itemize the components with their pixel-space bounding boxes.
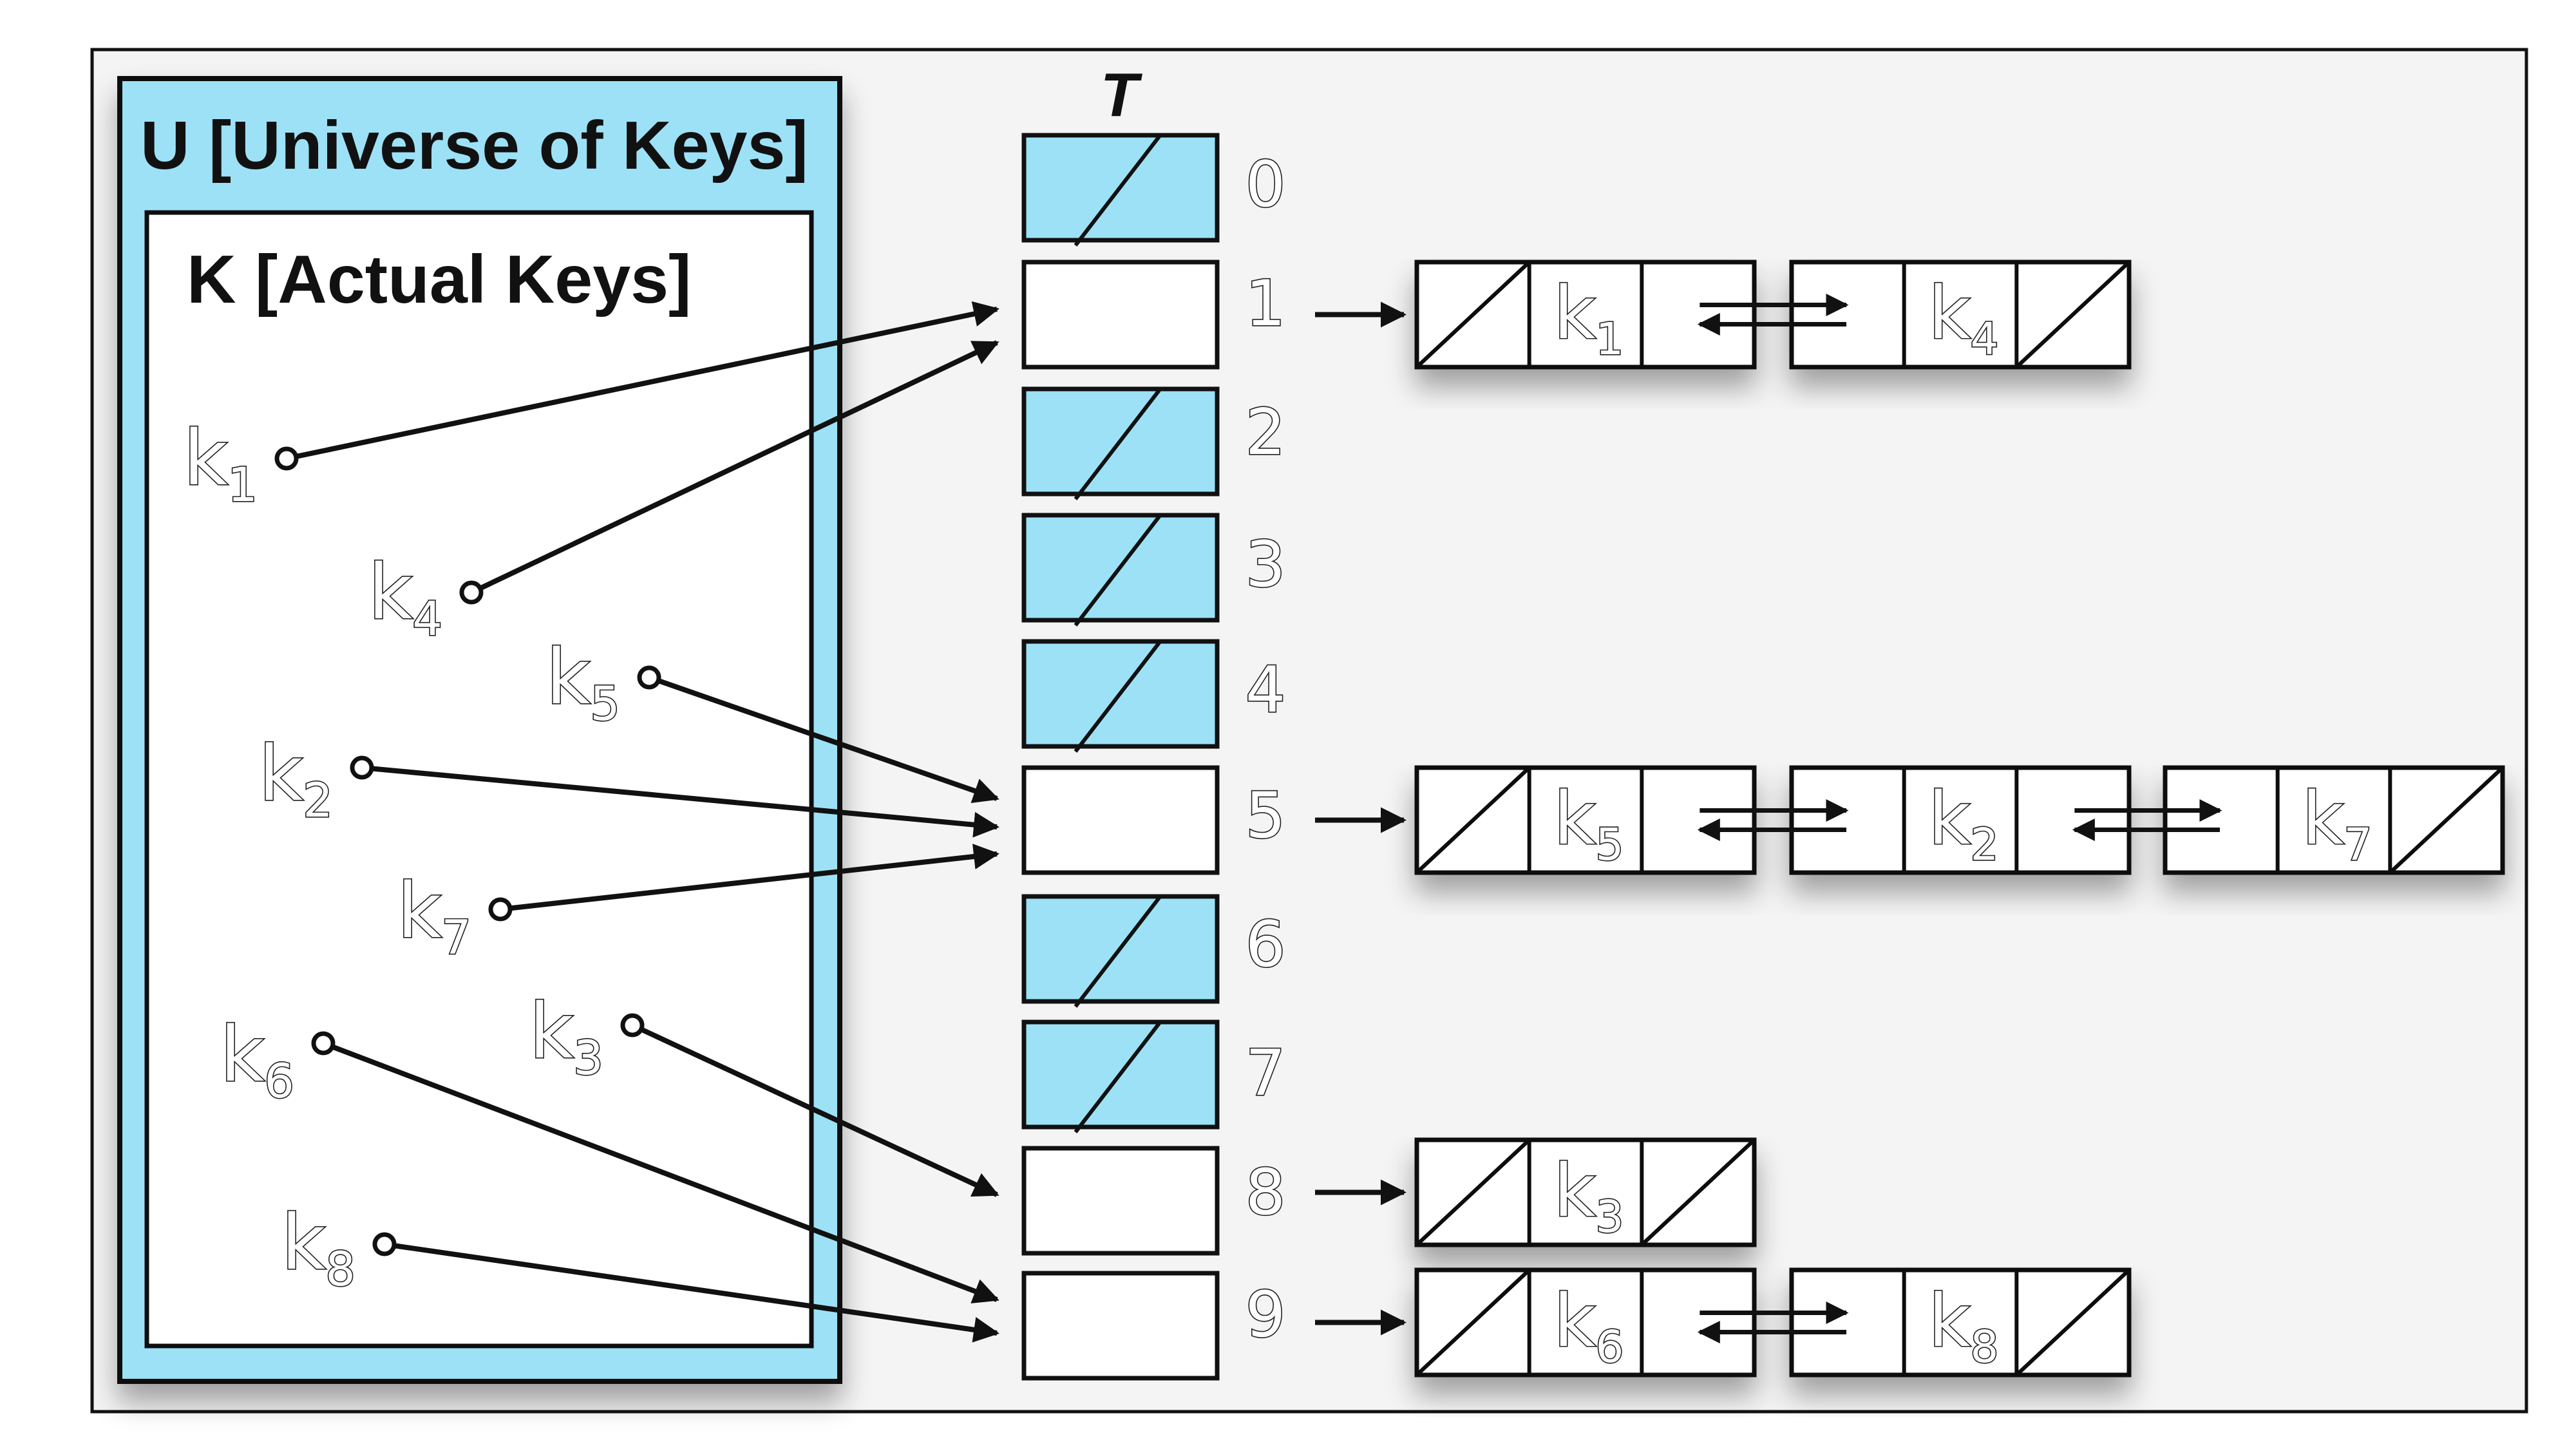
table-slot-4: 4 <box>1021 639 1287 753</box>
collision-chains: k1 k4 k5 k2 k7 k3 k6 k8 <box>1315 260 2505 1378</box>
nil-prev-slash <box>1415 1138 1531 1247</box>
key-point-k1 <box>274 446 299 471</box>
hash-arrow-k8 <box>384 1242 999 1343</box>
key-point-k3 <box>620 1013 645 1037</box>
chain-node: k2 <box>1789 765 2132 875</box>
table-label: T <box>1101 61 1143 129</box>
slot-index-7: 7 <box>1245 1037 1285 1110</box>
slot-index-9: 9 <box>1245 1278 1285 1352</box>
nil-next-slash <box>2015 260 2131 369</box>
chain-node-key-k6: k6 <box>1554 1280 1624 1373</box>
key-point-k7 <box>488 897 513 922</box>
chain-node: k5 <box>1414 765 1757 875</box>
key-label-k7: k7 <box>397 866 471 965</box>
table-slot-3: 3 <box>1021 513 1287 627</box>
hash-table: 0 1 2 3 4 5 6 7 8 9 <box>1021 133 1287 1381</box>
nil-prev-slash <box>1415 260 1531 369</box>
key-label-k8: k8 <box>281 1198 355 1297</box>
table-slot-1: 1 <box>1021 260 1287 370</box>
key-point-k8 <box>372 1232 397 1256</box>
key-label-k1: k1 <box>184 413 258 513</box>
table-slot-9: 9 <box>1021 1271 1287 1381</box>
chain-slot-1: k1 k4 <box>1414 260 2132 370</box>
slot-index-5: 5 <box>1245 779 1285 853</box>
slot-index-3: 3 <box>1245 528 1285 601</box>
slot-index-8: 8 <box>1245 1156 1285 1229</box>
table-slot-6: 6 <box>1021 894 1287 1008</box>
hash-arrow-k2 <box>361 765 999 838</box>
chain-node-key-k5: k5 <box>1554 777 1624 871</box>
key-arrows <box>274 301 999 1343</box>
chain-node-key-k1: k1 <box>1554 272 1624 365</box>
hash-arrow-k6 <box>322 1041 999 1303</box>
slot-index-1: 1 <box>1245 267 1285 341</box>
nil-slash <box>1074 1022 1161 1133</box>
key-label-k3: k3 <box>529 987 603 1086</box>
key-label-k2: k2 <box>259 729 333 828</box>
hash-arrow-k5 <box>648 675 999 804</box>
table-slot-0: 0 <box>1021 133 1287 247</box>
chain-node: k8 <box>1789 1267 2132 1378</box>
chain-node-key-k2: k2 <box>1929 777 1999 871</box>
key-label-k6: k6 <box>220 1010 294 1109</box>
key-label-k4: k4 <box>368 547 442 647</box>
chain-slot-5: k5 k2 k7 <box>1414 765 2505 875</box>
chain-node-key-k3: k3 <box>1554 1150 1624 1243</box>
hash-arrow-k3 <box>631 1023 999 1197</box>
key-point-k4 <box>459 580 484 605</box>
slot-index-2: 2 <box>1245 396 1285 469</box>
nil-next-slash <box>2389 766 2505 875</box>
chain-node-key-k7: k7 <box>2302 777 2372 871</box>
slot-index-0: 0 <box>1245 148 1285 222</box>
table-slot-2: 2 <box>1021 386 1287 500</box>
nil-slash <box>1074 641 1161 753</box>
chain-node: k7 <box>2163 765 2505 875</box>
nil-prev-slash <box>1415 766 1531 875</box>
nil-next-slash <box>1640 1138 1756 1247</box>
nil-next-slash <box>2015 1268 2131 1377</box>
key-point-k5 <box>637 665 661 690</box>
slot-index-4: 4 <box>1245 654 1285 727</box>
chain-node: k3 <box>1414 1137 1757 1247</box>
nil-slash <box>1074 896 1161 1008</box>
nil-slash <box>1074 515 1161 627</box>
chain-node-key-k4: k4 <box>1929 272 1999 365</box>
slot-index-6: 6 <box>1245 908 1285 981</box>
hash-arrow-k1 <box>286 301 999 461</box>
chain-node: k6 <box>1414 1267 1757 1378</box>
table-slot-7: 7 <box>1021 1019 1287 1133</box>
universe-label: U [Universe of Keys] <box>140 108 808 184</box>
chain-slot-8: k3 <box>1414 1137 1757 1247</box>
nil-slash <box>1074 135 1161 247</box>
actual-keys-label: K [Actual Keys] <box>187 242 691 317</box>
chain-node-key-k8: k8 <box>1929 1280 1999 1373</box>
chain-node: k4 <box>1789 260 2132 370</box>
key-labels: k1 k4 k5 k2 k7 k6 k3 k8 <box>182 412 621 1298</box>
key-label-k5: k5 <box>546 632 620 732</box>
table-slot-8: 8 <box>1021 1146 1287 1256</box>
key-point-k6 <box>311 1031 336 1056</box>
hash-arrow-k7 <box>500 844 999 912</box>
key-point-k2 <box>350 755 374 780</box>
hash-arrow-k4 <box>470 340 999 595</box>
nil-slash <box>1074 389 1161 500</box>
table-slot-5: 5 <box>1021 765 1287 875</box>
nil-prev-slash <box>1415 1268 1531 1377</box>
chain-node: k1 <box>1414 260 1757 370</box>
